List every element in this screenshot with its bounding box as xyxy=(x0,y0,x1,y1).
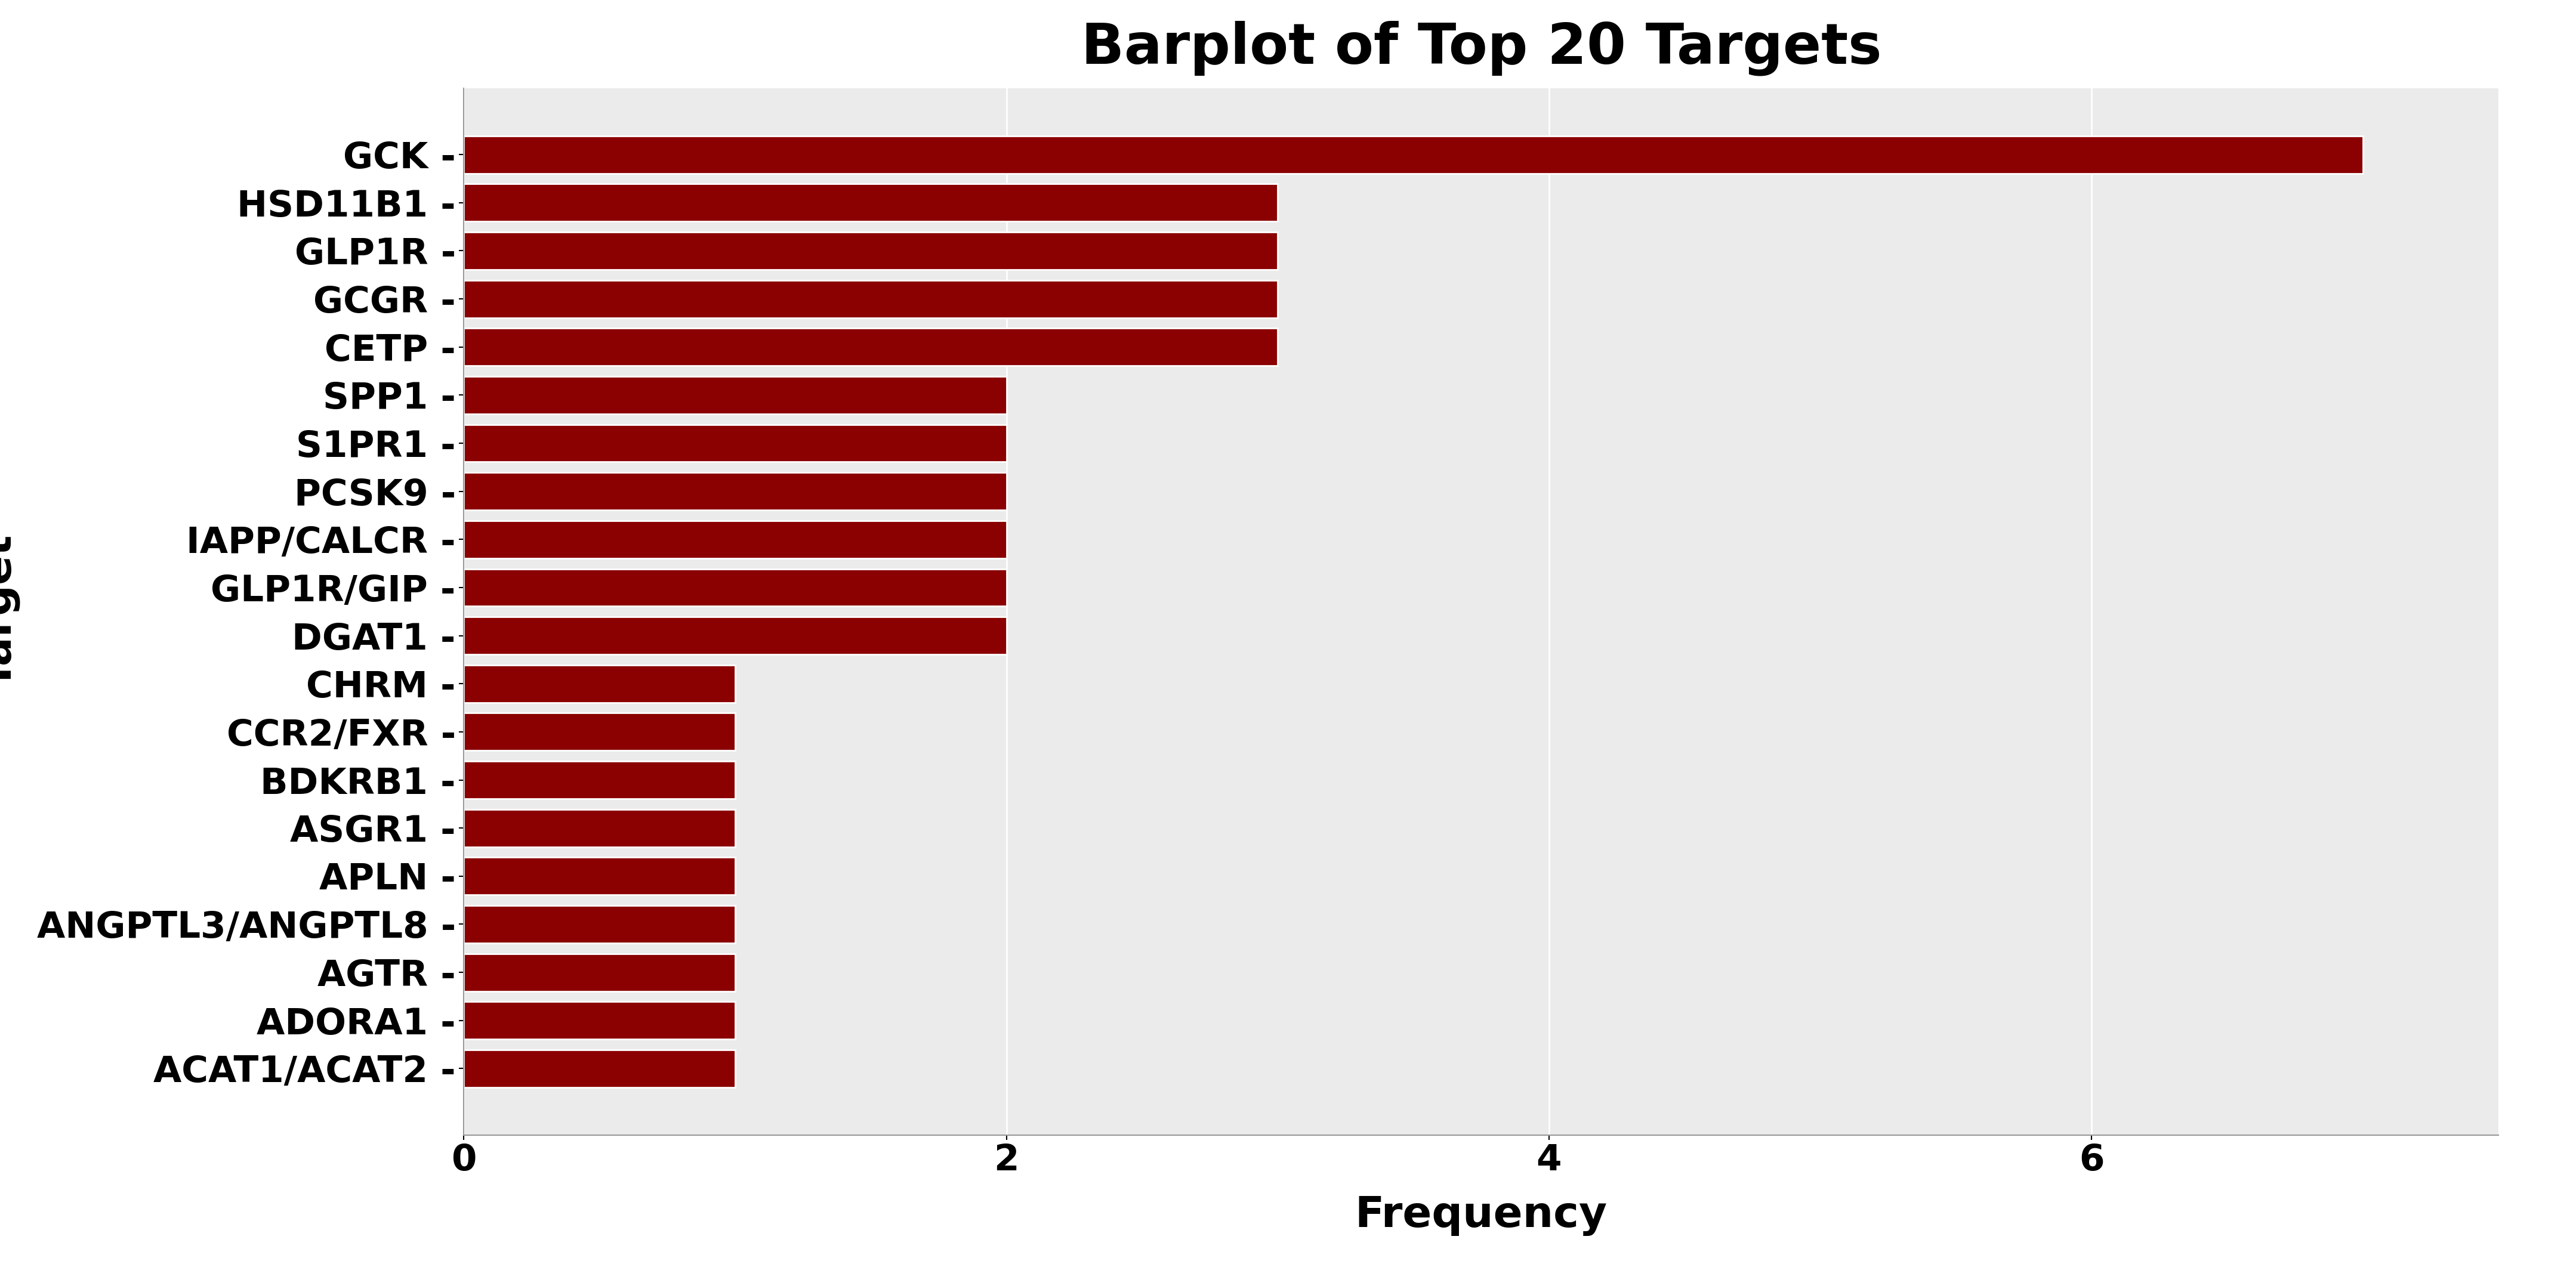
Y-axis label: Target: Target xyxy=(0,535,21,689)
Bar xyxy=(464,280,1278,318)
Bar xyxy=(464,569,1007,607)
Bar xyxy=(464,665,734,702)
X-axis label: Frequency: Frequency xyxy=(1355,1194,1607,1236)
Title: Barplot of Top 20 Targets: Barplot of Top 20 Targets xyxy=(1082,20,1880,76)
Bar xyxy=(464,905,734,943)
Bar xyxy=(464,1001,734,1039)
Bar xyxy=(464,810,734,847)
Bar xyxy=(464,1050,734,1087)
Bar xyxy=(464,617,1007,654)
Bar xyxy=(464,521,1007,559)
Bar xyxy=(464,712,734,750)
Bar xyxy=(464,232,1278,270)
Bar xyxy=(464,953,734,991)
Bar xyxy=(464,328,1278,366)
Bar xyxy=(464,184,1278,222)
Bar xyxy=(464,857,734,895)
Bar xyxy=(464,376,1007,414)
Bar xyxy=(464,425,1007,462)
Bar xyxy=(464,473,1007,511)
Bar xyxy=(464,136,2362,173)
Bar xyxy=(464,762,734,798)
